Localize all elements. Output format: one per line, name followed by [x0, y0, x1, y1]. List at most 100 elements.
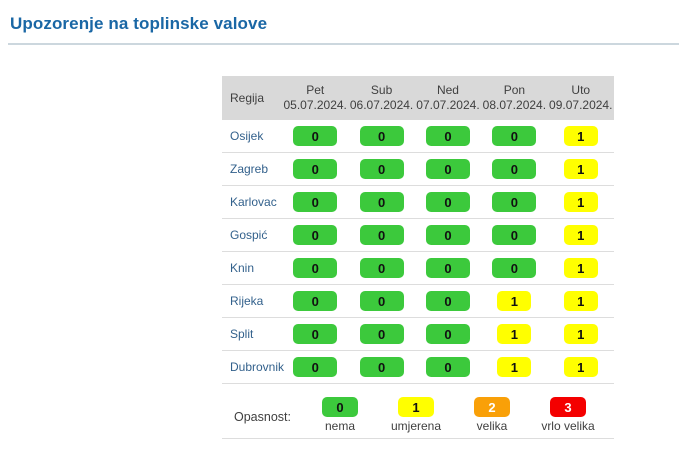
warning-cell: 0: [415, 357, 481, 377]
warning-badge: 1: [563, 192, 598, 212]
warning-cell: 0: [348, 225, 414, 245]
warning-badge: 1: [497, 357, 532, 377]
region-cell: Knin: [222, 261, 282, 275]
warning-cell: 0: [282, 357, 348, 377]
legend-badge: 1: [398, 397, 434, 417]
legend-caption: velika: [476, 419, 508, 433]
legend-caption: nema: [324, 419, 356, 433]
table-row: Dubrovnik 0 0 0 1 1: [222, 351, 614, 384]
legend-caption: vrlo velika: [541, 419, 595, 433]
warning-cell: 0: [348, 357, 414, 377]
warning-badge: 0: [293, 126, 338, 146]
warning-badge: 0: [359, 258, 404, 278]
warning-cell: 0: [481, 225, 547, 245]
day-name: Pet: [306, 83, 325, 97]
legend-badge: 2: [474, 397, 510, 417]
legend-item: 2 velika: [454, 397, 530, 433]
warning-badge: 0: [425, 258, 470, 278]
region-link[interactable]: Knin: [230, 261, 255, 275]
warning-badge: 0: [293, 324, 338, 344]
warning-cell: 1: [548, 324, 614, 344]
warning-cell: 1: [481, 324, 547, 344]
warning-badge: 0: [293, 225, 338, 245]
table-row: Osijek 0 0 0 0 1: [222, 120, 614, 153]
legend-item: 1 umjerena: [378, 397, 454, 433]
region-link[interactable]: Zagreb: [230, 162, 269, 176]
day-column-header: Uto 09.07.2024.: [548, 83, 614, 113]
warning-cell: 0: [481, 192, 547, 212]
warning-badge: 0: [425, 291, 470, 311]
region-cell: Zagreb: [222, 162, 282, 176]
warning-cell: 1: [548, 126, 614, 146]
day-date: 05.07.2024.: [283, 98, 347, 112]
warning-badge: 0: [359, 159, 404, 179]
warning-badge: 0: [492, 258, 537, 278]
warning-cell: 1: [548, 159, 614, 179]
warning-cell: 0: [415, 291, 481, 311]
warning-badge: 0: [359, 291, 404, 311]
warning-cell: 0: [415, 258, 481, 278]
warning-cell: 0: [348, 324, 414, 344]
warning-cell: 0: [282, 291, 348, 311]
warning-cell: 0: [415, 225, 481, 245]
warning-badge: 0: [425, 324, 470, 344]
warning-cell: 1: [548, 357, 614, 377]
day-date: 09.07.2024.: [549, 98, 613, 112]
warning-badge: 1: [563, 159, 598, 179]
day-name: Sub: [370, 83, 393, 97]
region-link[interactable]: Osijek: [230, 129, 264, 143]
warning-badge: 0: [359, 225, 404, 245]
warning-badge: 1: [497, 324, 532, 344]
warning-cell: 1: [548, 291, 614, 311]
region-link[interactable]: Rijeka: [230, 294, 264, 308]
warning-cell: 0: [282, 225, 348, 245]
warning-badge: 0: [425, 357, 470, 377]
warning-cell: 0: [481, 258, 547, 278]
warning-cell: 1: [548, 258, 614, 278]
warning-badge: 1: [497, 291, 532, 311]
legend-item: 3 vrlo velika: [530, 397, 606, 433]
day-name: Uto: [571, 83, 591, 97]
legend-badge: 3: [550, 397, 586, 417]
day-name: Pon: [503, 83, 526, 97]
region-cell: Gospić: [222, 228, 282, 242]
region-link[interactable]: Split: [230, 327, 254, 341]
warning-cell: 0: [415, 159, 481, 179]
warning-badge: 0: [492, 225, 537, 245]
region-link[interactable]: Karlovac: [230, 195, 277, 209]
day-date: 06.07.2024.: [349, 98, 414, 112]
warning-cell: 1: [548, 192, 614, 212]
warning-badge: 0: [293, 357, 338, 377]
warning-badge: 0: [425, 192, 470, 212]
legend-badge: 0: [322, 397, 358, 417]
region-column-header: Regija: [230, 91, 265, 105]
warning-cell: 0: [415, 126, 481, 146]
warning-badge: 0: [359, 126, 404, 146]
day-column-header: Pon 08.07.2024.: [481, 83, 547, 113]
warning-cell: 0: [481, 126, 547, 146]
day-name: Ned: [436, 83, 459, 97]
warning-badge: 0: [492, 192, 537, 212]
table-row: Zagreb 0 0 0 0 1: [222, 153, 614, 186]
warning-cell: 1: [481, 291, 547, 311]
warning-badge: 0: [359, 324, 404, 344]
warning-badge: 0: [359, 192, 404, 212]
warning-badge: 1: [563, 357, 598, 377]
warning-badge: 1: [563, 225, 598, 245]
day-date: 08.07.2024.: [482, 98, 547, 112]
page-title: Upozorenje na toplinske valove: [10, 14, 268, 33]
warning-badge: 0: [492, 159, 537, 179]
region-link[interactable]: Dubrovnik: [230, 360, 285, 374]
warning-cell: 0: [282, 126, 348, 146]
warning-badge: 0: [425, 126, 470, 146]
region-link[interactable]: Gospić: [230, 228, 268, 242]
warning-badge: 0: [293, 291, 338, 311]
warning-badge: 1: [563, 291, 598, 311]
warning-badge: 0: [293, 192, 338, 212]
warning-cell: 0: [348, 258, 414, 278]
warning-badge: 0: [293, 159, 338, 179]
warning-cell: 1: [548, 225, 614, 245]
title-divider: [8, 43, 679, 45]
legend-row: Opasnost: 0 nema 1 umjerena 2 velika 3 v…: [222, 384, 614, 439]
table-body: Osijek 0 0 0 0 1 Zagreb 0 0 0 0 1 Karlov…: [222, 120, 614, 384]
